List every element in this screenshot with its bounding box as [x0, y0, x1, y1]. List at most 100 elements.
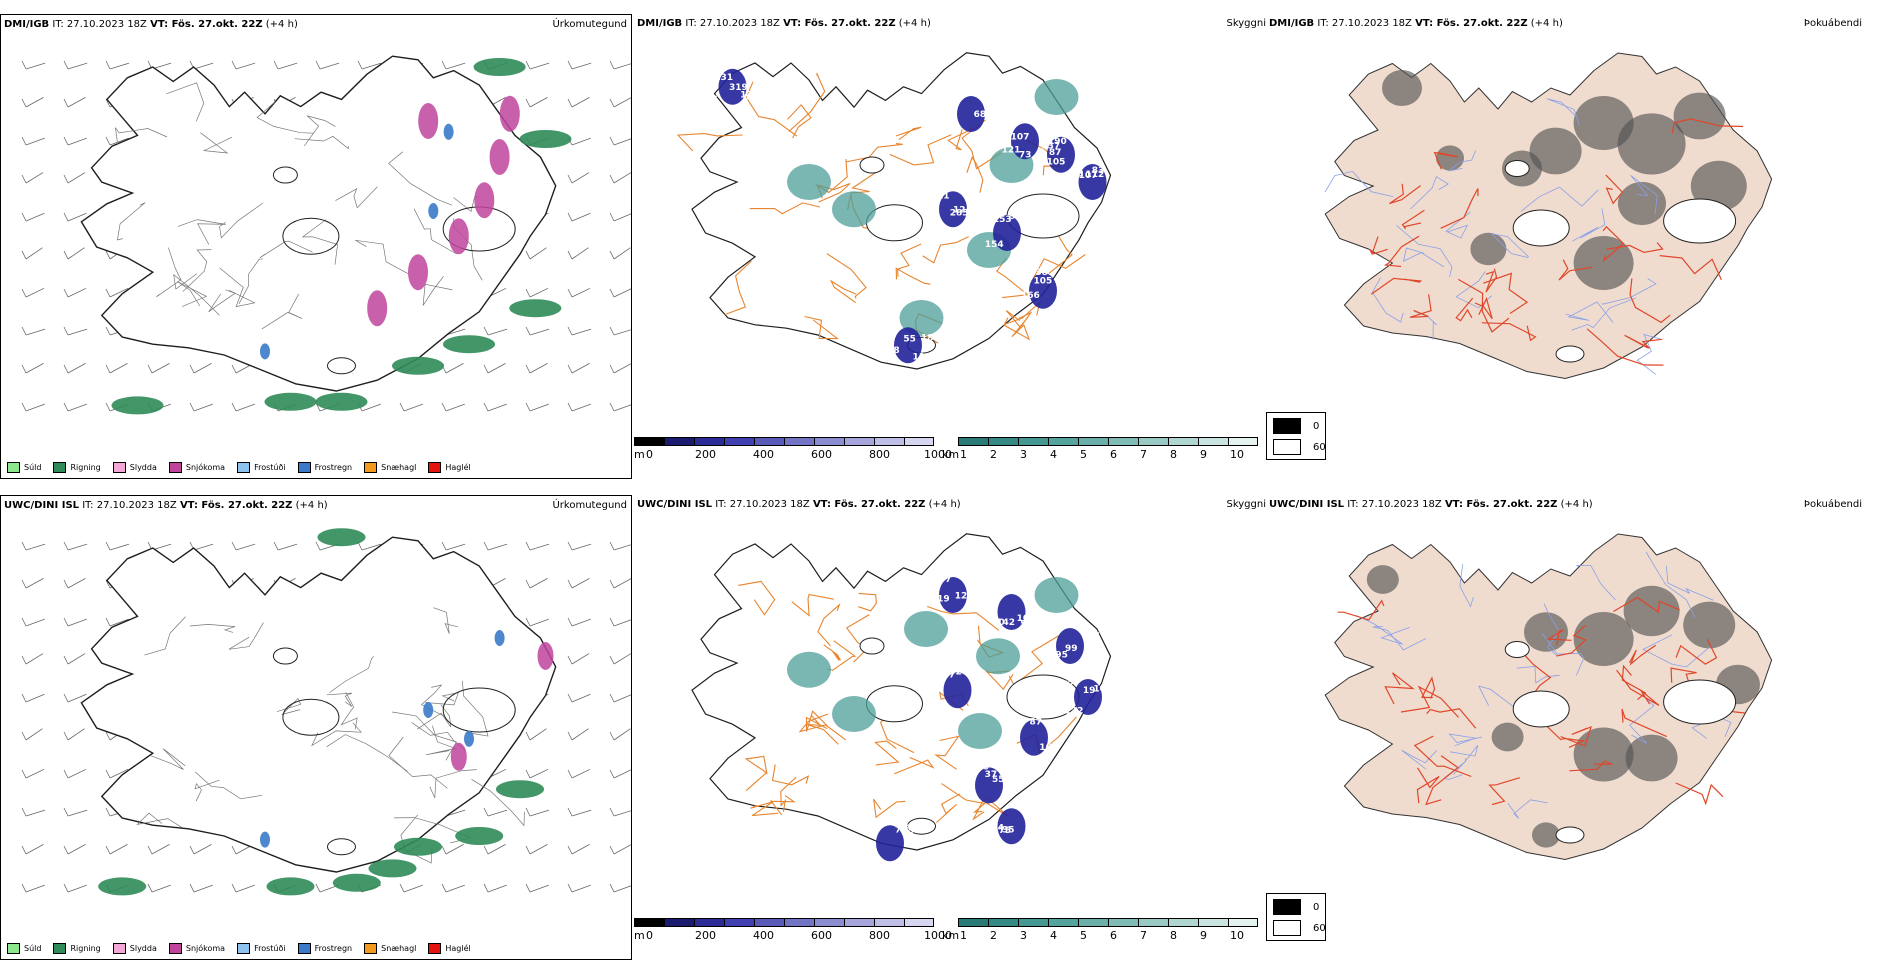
visibility-value-label: 56 [1020, 620, 1033, 630]
wind-barb [609, 617, 631, 627]
wind-barb [231, 883, 255, 893]
panel-title: Þokuábendi [1803, 499, 1862, 510]
panel-title: Þokuábendi [1803, 18, 1862, 29]
visibility-teal-area [832, 696, 876, 732]
road-line [326, 734, 408, 772]
river-line [1459, 563, 1474, 608]
wind-barb [609, 769, 631, 779]
wind-barb [483, 883, 507, 893]
colorbar-segment [694, 918, 724, 927]
road-line [780, 776, 797, 812]
wind-barb [21, 363, 44, 374]
visibility-low-area [1011, 123, 1039, 160]
river-line [1520, 186, 1599, 212]
visibility-value-label: 105 [1034, 276, 1053, 286]
visibility-value-label: 82 [932, 671, 945, 681]
road-line [194, 771, 263, 800]
wind-barb [105, 617, 129, 627]
visibility-panel-uwc: UWC/DINI ISL IT: 27.10.2023 18Z VT: Fös.… [634, 495, 1266, 945]
legend-swatch [237, 461, 251, 473]
colorbar-tick: 3 [1020, 448, 1027, 461]
colorbar-segment [958, 918, 988, 927]
colorbar-segment [988, 918, 1018, 927]
wind-barb [525, 402, 549, 412]
legend-swatch [112, 461, 126, 473]
road-line [858, 592, 877, 612]
visibility-value-label: 95 [1055, 650, 1068, 660]
visibility-value-label: 90 [992, 618, 1005, 628]
visibility-teal-area [976, 638, 1020, 675]
visibility-colorbar [958, 437, 1258, 446]
colorbar-tick: 1000 [924, 929, 952, 942]
rain-area [266, 877, 315, 896]
colorbar-segment [1138, 437, 1168, 446]
wind-barb [567, 97, 590, 108]
colorbar-tick: 4 [1050, 448, 1057, 461]
visibility-value-label: 98 [905, 824, 918, 834]
snow-area [499, 95, 520, 132]
visibility-value-label: 107 [1011, 132, 1030, 142]
colorbar-tick: 0 [646, 929, 653, 942]
wind-barb [609, 402, 631, 412]
fog-indicator-area [1529, 127, 1582, 175]
road-line [1675, 782, 1724, 806]
rain-area [509, 299, 562, 318]
valid-time: VT: Fös. 27.okt. 22Z [783, 18, 896, 29]
legend-swatch [7, 461, 20, 473]
fog-indicator-area [1573, 236, 1634, 290]
precip-type-panel-dmi: DMI/IGB IT: 27.10.2023 18Z VT: Fös. 27.o… [0, 14, 632, 479]
visibility-value-label: 87 [1049, 148, 1062, 158]
wind-barb [21, 578, 44, 589]
wind-barb [189, 883, 213, 893]
legend-item: Frostregn [297, 942, 352, 954]
river-line [1575, 564, 1616, 601]
rain-area [473, 58, 526, 76]
wind-barb [63, 768, 87, 779]
colorbar-segment [784, 437, 814, 446]
freezing-rain-area [443, 123, 454, 140]
visibility-value-label: 109 [1017, 614, 1036, 624]
road-line [1605, 174, 1624, 205]
glacier-outline [1663, 679, 1737, 725]
visibility-value-label: 142 [996, 618, 1015, 628]
fog-legend-row: 60 [1273, 920, 1326, 936]
colorbar-segment [874, 918, 904, 927]
colorbar-tick: 400 [753, 448, 774, 461]
valid-time: VT: Fös. 27.okt. 22Z [1444, 499, 1558, 510]
wind-barb [63, 883, 87, 893]
road-line [189, 624, 236, 633]
road-line [1488, 777, 1520, 806]
road-line [1474, 297, 1493, 320]
river-line [1630, 175, 1658, 215]
legend-label: Slydda [129, 462, 157, 472]
wind-barb [231, 60, 256, 70]
road-line [1624, 334, 1663, 349]
visibility-value-label: 99 [1065, 644, 1078, 654]
visibility-value-label: 37 [985, 770, 998, 780]
visibility-map: 72 74 199 87 83 69 153 105 138 131 150 121 190 112 124… [676, 52, 1112, 370]
road-line [433, 607, 458, 634]
road-line [826, 253, 867, 299]
road-line [238, 258, 263, 304]
road-line [1671, 118, 1744, 134]
fog-indicator-area [1470, 232, 1507, 266]
panel-title: Úrkomutegund [552, 19, 627, 30]
visibility-value-label: 150 [940, 120, 959, 130]
glacier-outline [1663, 198, 1737, 244]
wind-barb [567, 653, 590, 665]
road-line [996, 258, 1029, 299]
init-time: IT: 27.10.2023 18Z [1347, 499, 1442, 510]
freezing-rain-area [260, 831, 270, 848]
lead-time: (+4 h) [898, 18, 931, 29]
visibility-low-area [997, 594, 1026, 630]
colorbar-segment [1138, 918, 1168, 927]
freezing-rain-area [494, 630, 505, 646]
road-line [1384, 672, 1415, 705]
snow-area [448, 218, 469, 255]
wind-barb [609, 247, 631, 260]
panel-title: Úrkomutegund [552, 500, 627, 511]
visibility-low-area [939, 191, 967, 228]
visibility-value-label: 190 [1048, 137, 1067, 147]
visibility-low-area [1056, 628, 1084, 664]
freezing-rain-area [428, 203, 439, 219]
